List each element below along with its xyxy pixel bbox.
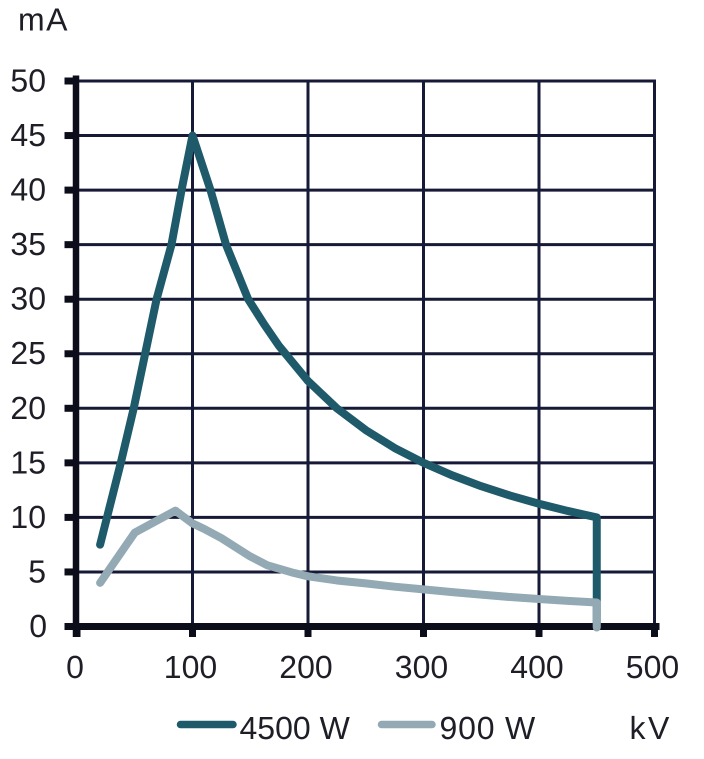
svg-text:45: 45 <box>10 117 46 153</box>
svg-text:15: 15 <box>10 444 46 480</box>
svg-text:0: 0 <box>29 608 47 644</box>
svg-text:500: 500 <box>626 649 679 685</box>
svg-text:50: 50 <box>10 63 46 99</box>
svg-text:30: 30 <box>10 281 46 317</box>
svg-text:0: 0 <box>66 649 84 685</box>
svg-text:100: 100 <box>164 649 217 685</box>
svg-text:300: 300 <box>395 649 448 685</box>
svg-text:900 W: 900 W <box>440 710 536 746</box>
svg-text:10: 10 <box>10 499 46 535</box>
svg-text:5: 5 <box>28 553 46 589</box>
svg-text:40: 40 <box>10 172 46 208</box>
svg-text:mA: mA <box>18 2 69 38</box>
svg-text:35: 35 <box>10 226 46 262</box>
svg-text:kV: kV <box>630 710 672 746</box>
svg-text:20: 20 <box>10 390 46 426</box>
svg-text:200: 200 <box>279 649 332 685</box>
svg-text:4500 W: 4500 W <box>240 710 351 746</box>
svg-text:25: 25 <box>10 335 46 371</box>
svg-text:400: 400 <box>510 649 563 685</box>
